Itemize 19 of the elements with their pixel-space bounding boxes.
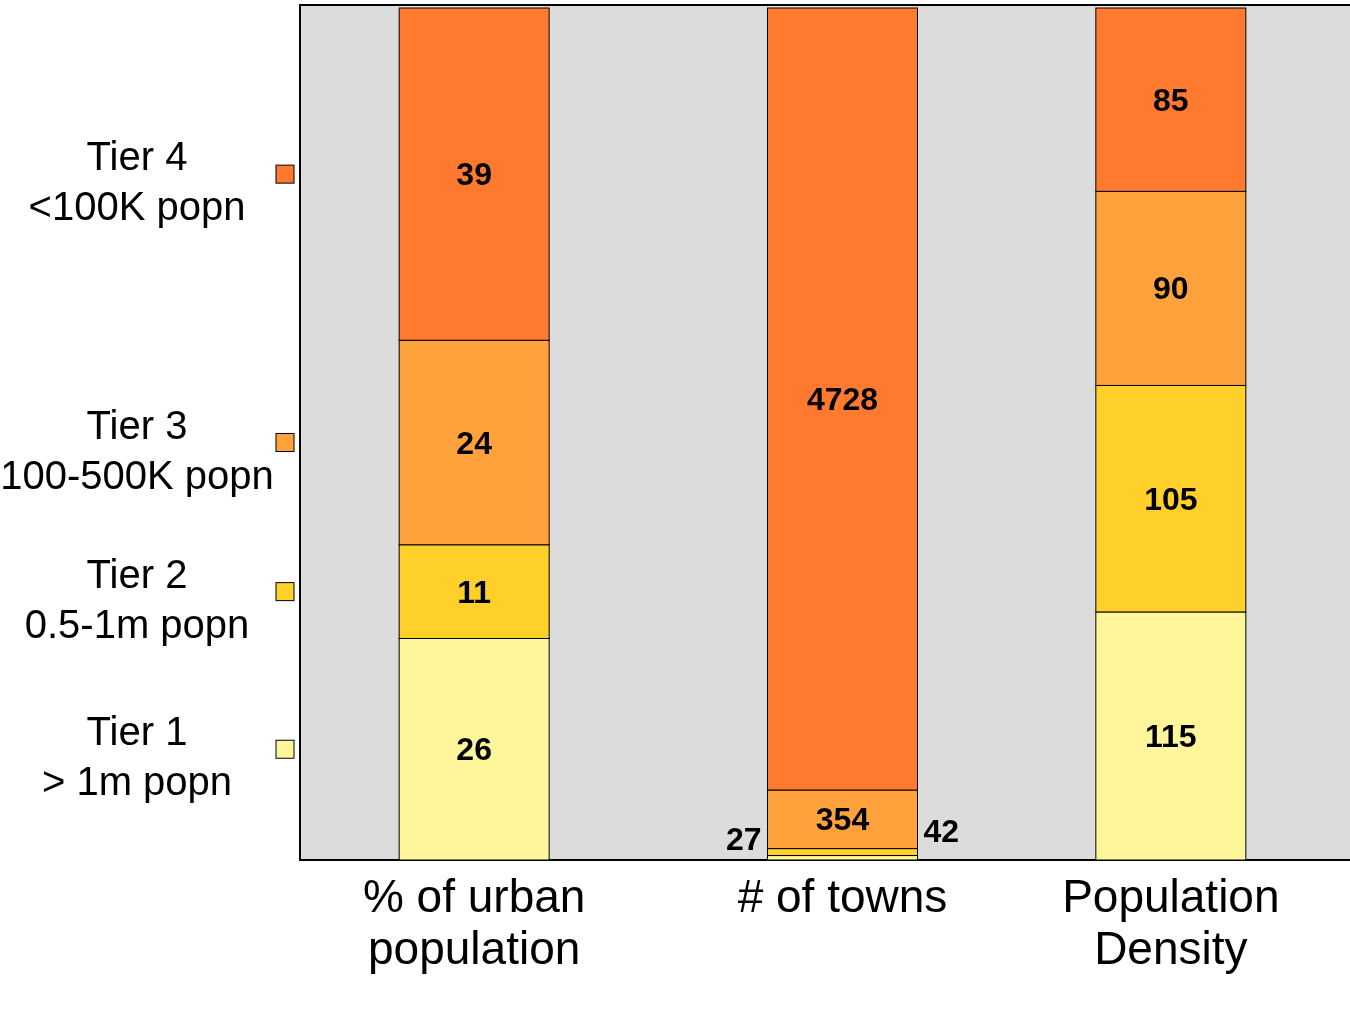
x-tick-label: # of towns [737,870,948,922]
data-label: 39 [456,156,492,193]
x-tick-label: % of urban population [362,870,586,974]
x-tick-label: Population Density [1062,870,1280,974]
legend-label: Tier 2 0.5-1m popn [24,551,250,646]
legend-label: Tier 4 <100K popn [28,134,246,229]
data-label: 4728 [806,381,879,418]
legend-label: Tier 3 100-500K popn [0,402,274,497]
data-label: 24 [456,424,493,461]
data-label: 354 [815,801,870,838]
data-label: 105 [1144,480,1198,517]
data-label: 115 [1145,717,1197,754]
legend-label: Tier 1 > 1m popn [41,709,233,804]
data-label: 11 [457,573,492,610]
data-label: 42 [923,812,960,849]
data-label: 90 [1153,270,1189,307]
data-label: 85 [1153,81,1189,118]
data-label: 27 [725,821,762,857]
data-label: 26 [456,731,492,768]
